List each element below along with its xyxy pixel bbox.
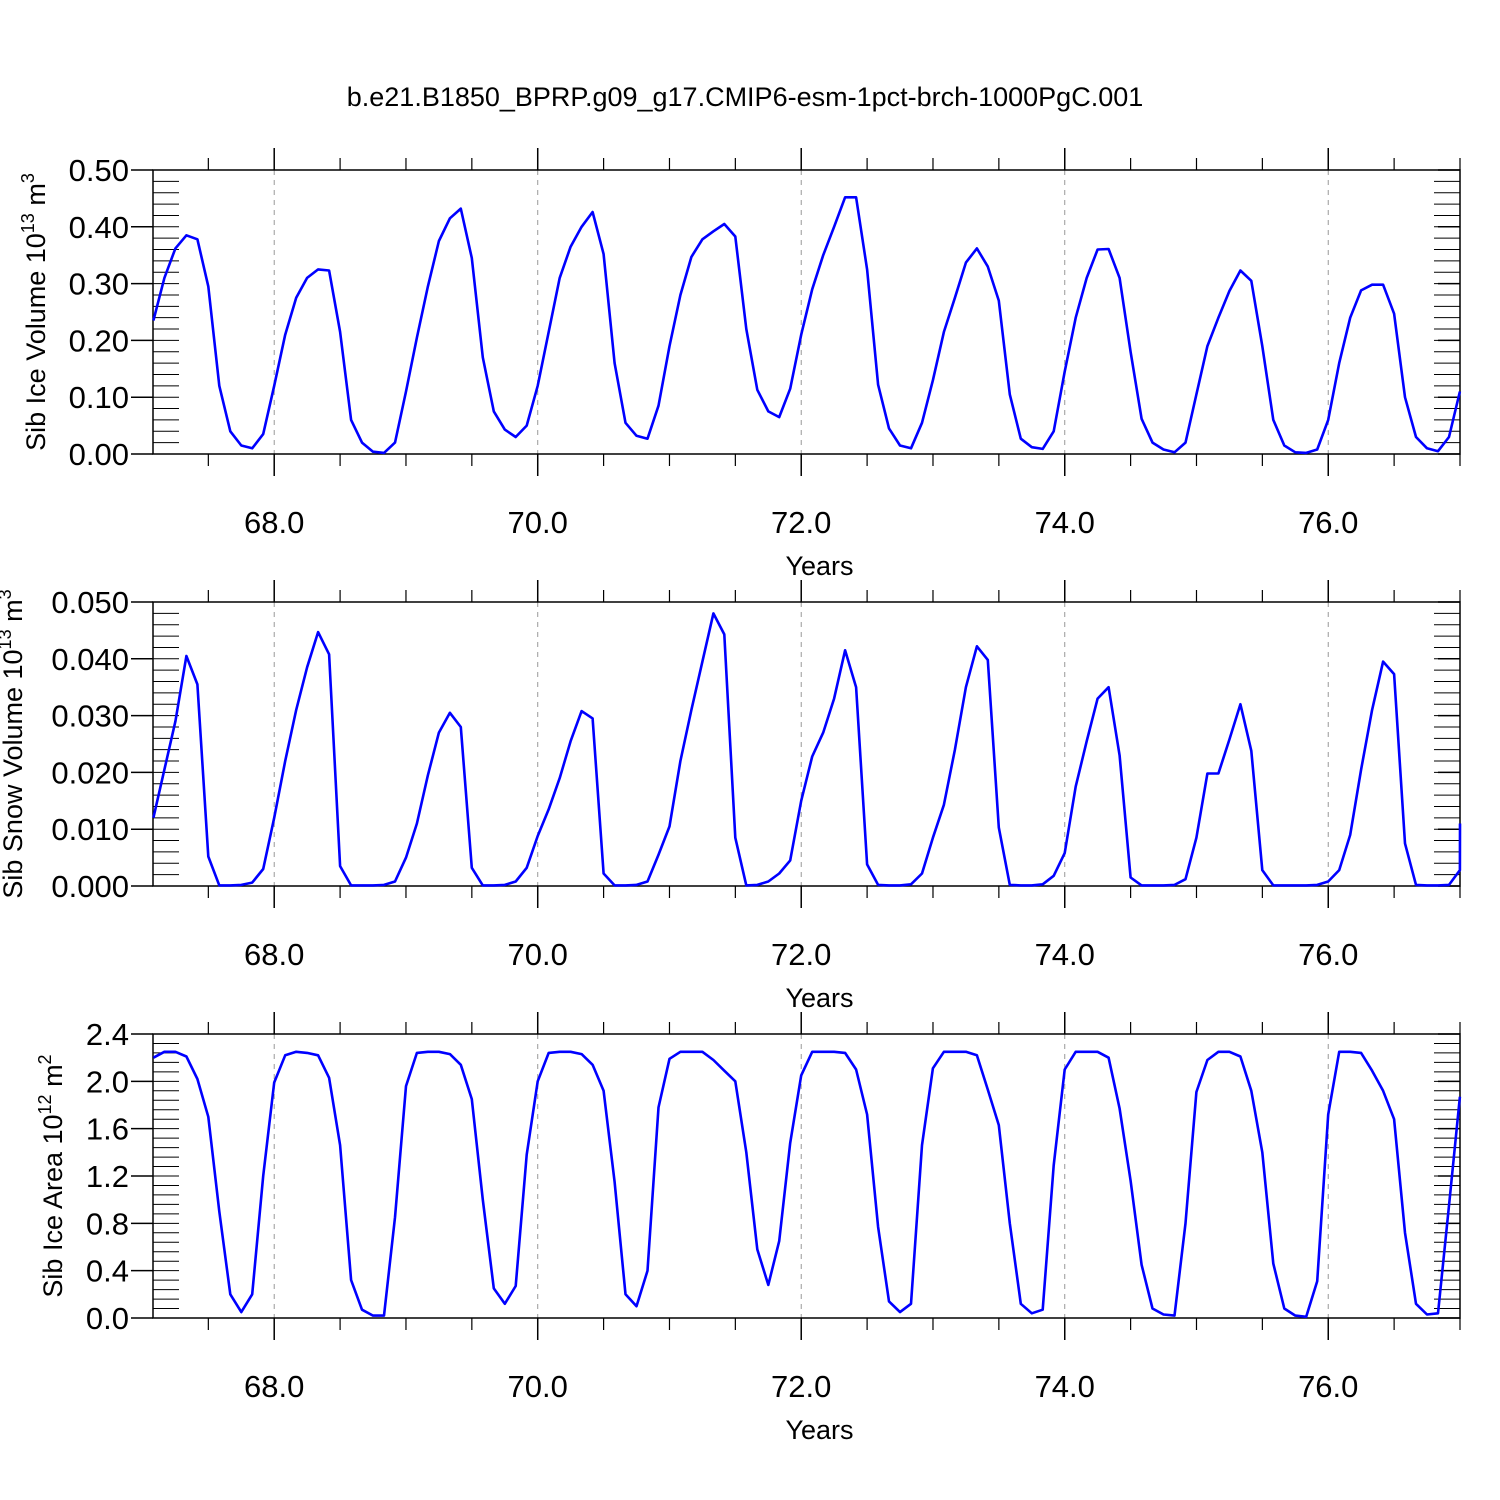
- y-tick-label: 0.4: [86, 1254, 129, 1289]
- y-tick-label: 2.4: [86, 1017, 129, 1052]
- y-tick-label: 0.050: [51, 585, 129, 620]
- x-tick-label: 76.0: [1298, 1369, 1358, 1404]
- y-tick-label: 0.010: [51, 812, 129, 847]
- y-tick-label: 0.40: [69, 210, 129, 245]
- x-tick-label: 74.0: [1035, 1369, 1095, 1404]
- series-line-0: [152, 612, 1462, 887]
- y-tick-label: 0.040: [51, 642, 129, 677]
- y-axis-label: Sib Snow Volume 1013 m3: [0, 589, 28, 898]
- plot-frame: [152, 169, 1461, 455]
- plot-frame: [152, 601, 1461, 887]
- x-tick-label: 74.0: [1035, 505, 1095, 540]
- x-axis-label: Years: [785, 983, 853, 1013]
- y-tick-label: 2.0: [86, 1064, 129, 1099]
- y-axis-label: Sib Ice Volume 1013 m3: [18, 173, 51, 451]
- y-tick-label: 0.020: [51, 755, 129, 790]
- x-tick-label: 72.0: [771, 1369, 831, 1404]
- y-tick-label: 1.6: [86, 1112, 129, 1147]
- y-tick-label: 0.10: [69, 380, 129, 415]
- y-tick-label: 0.030: [51, 699, 129, 734]
- y-tick-label: 0.000: [51, 869, 129, 904]
- y-axis-label: Sib Ice Area 1012 m2: [35, 1054, 68, 1297]
- x-tick-label: 70.0: [508, 1369, 568, 1404]
- y-tick-label: 0.00: [69, 437, 129, 472]
- x-tick-label: 72.0: [771, 937, 831, 972]
- y-tick-label: 0.0: [86, 1301, 129, 1336]
- x-tick-label: 76.0: [1298, 505, 1358, 540]
- x-tick-label: 68.0: [244, 1369, 304, 1404]
- x-tick-label: 70.0: [508, 505, 568, 540]
- y-tick-label: 0.30: [69, 267, 129, 302]
- y-tick-label: 1.2: [86, 1159, 129, 1194]
- figure-title: b.e21.B1850_BPRP.g09_g17.CMIP6-esm-1pct-…: [347, 82, 1144, 112]
- x-tick-label: 74.0: [1035, 937, 1095, 972]
- y-tick-label: 0.20: [69, 323, 129, 358]
- panel-sib-ice-area: 68.0 70.0 72.0 74.0 76.0 0.0 0.4 0.8 1.2 1.6 2.0 2.…: [35, 1012, 1462, 1445]
- panel-sib-ice-volume: 68.0 70.0 72.0 74.0 76.0 0.00 0.10 0.20 0.30 0.40…: [18, 148, 1462, 581]
- x-tick-label: 68.0: [244, 505, 304, 540]
- x-tick-label: 72.0: [771, 505, 831, 540]
- x-tick-label: 76.0: [1298, 937, 1358, 972]
- x-tick-label: 68.0: [244, 937, 304, 972]
- y-tick-label: 0.8: [86, 1206, 129, 1241]
- y-tick-label: 0.50: [69, 153, 129, 188]
- panel-sib-snow-volume: 68.0 70.0 72.0 74.0 76.0 0.000 0.010 0.020 0.030…: [0, 580, 1462, 1013]
- series-line-0: [152, 1050, 1462, 1319]
- x-axis-label: Years: [785, 551, 853, 581]
- x-axis-label: Years: [785, 1415, 853, 1445]
- series-line-0: [152, 196, 1462, 455]
- x-tick-label: 70.0: [508, 937, 568, 972]
